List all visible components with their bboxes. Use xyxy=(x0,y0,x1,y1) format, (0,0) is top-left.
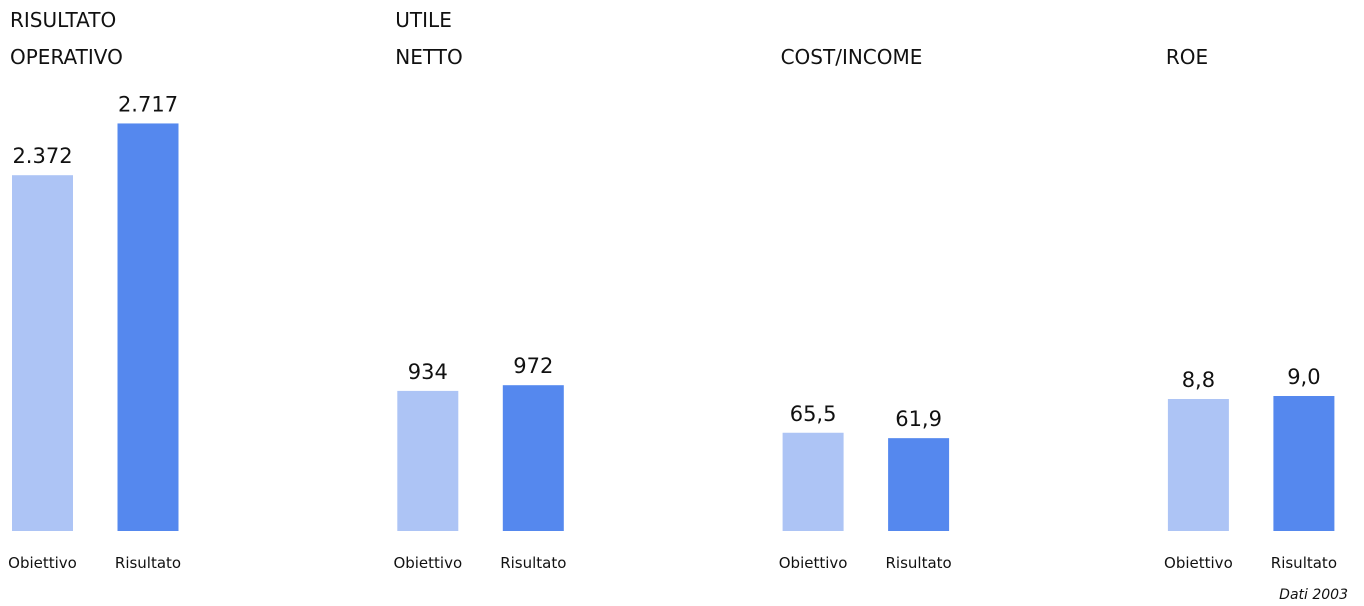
panel-title: OPERATIVO xyxy=(10,45,123,69)
bar xyxy=(12,175,73,531)
bar xyxy=(502,385,564,531)
bar xyxy=(117,123,179,531)
panel-title: UTILE xyxy=(395,8,452,32)
category-label: Obiettivo xyxy=(1164,554,1233,572)
bar xyxy=(782,432,844,531)
value-label: 972 xyxy=(513,354,553,378)
bar xyxy=(1167,399,1229,531)
category-label: Obiettivo xyxy=(393,554,462,572)
panel-title: ROE xyxy=(1166,45,1208,69)
category-label: Risultato xyxy=(115,554,181,572)
value-label: 9,0 xyxy=(1287,365,1320,389)
bar xyxy=(888,438,950,531)
bar xyxy=(1273,396,1335,531)
category-label: Obiettivo xyxy=(8,554,77,572)
panel-title: COST/INCOME xyxy=(781,45,923,69)
bar xyxy=(397,390,459,531)
panel-title: NETTO xyxy=(395,45,462,69)
footnote: Dati 2003 xyxy=(1279,587,1348,603)
category-label: Risultato xyxy=(885,554,951,572)
panel-title: RISULTATO xyxy=(10,8,116,32)
value-label: 2.372 xyxy=(12,144,72,168)
category-label: Obiettivo xyxy=(779,554,848,572)
category-label: Risultato xyxy=(1271,554,1337,572)
value-label: 934 xyxy=(408,360,448,384)
value-label: 8,8 xyxy=(1182,368,1215,392)
value-label: 2.717 xyxy=(118,92,178,116)
category-label: Risultato xyxy=(500,554,566,572)
value-label: 61,9 xyxy=(895,407,942,431)
value-label: 65,5 xyxy=(790,402,837,426)
